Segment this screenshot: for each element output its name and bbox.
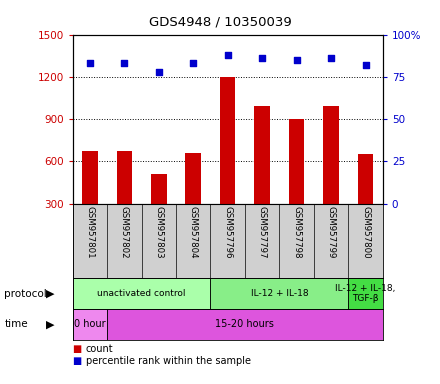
Text: ■: ■	[73, 344, 82, 354]
Bar	[117, 151, 132, 204]
Bar	[348, 278, 383, 309]
Text: GSM957797: GSM957797	[258, 206, 267, 258]
Text: count: count	[86, 344, 114, 354]
Text: percentile rank within the sample: percentile rank within the sample	[86, 356, 251, 366]
Point	[86, 60, 93, 66]
Bar	[151, 174, 166, 204]
Text: GSM957803: GSM957803	[154, 206, 163, 258]
Bar	[358, 154, 373, 204]
Text: GSM957800: GSM957800	[361, 206, 370, 258]
Text: GSM957802: GSM957802	[120, 206, 129, 258]
Text: GDS4948 / 10350039: GDS4948 / 10350039	[149, 15, 291, 28]
Text: ▶: ▶	[46, 319, 55, 329]
Text: GSM957801: GSM957801	[85, 206, 94, 258]
Text: GSM957799: GSM957799	[326, 206, 336, 258]
Text: IL-12 + IL-18,
TGF-β: IL-12 + IL-18, TGF-β	[335, 284, 396, 303]
Point	[224, 52, 231, 58]
Text: GSM957798: GSM957798	[292, 206, 301, 258]
Text: time: time	[4, 319, 28, 329]
Text: ▶: ▶	[46, 289, 55, 299]
Text: unactivated control: unactivated control	[97, 289, 186, 298]
Bar	[82, 151, 98, 204]
Bar	[107, 309, 383, 340]
Point	[362, 62, 369, 68]
Bar	[186, 153, 201, 204]
Point	[259, 55, 266, 61]
Point	[293, 57, 300, 63]
Bar	[323, 106, 339, 204]
Text: ■: ■	[73, 356, 82, 366]
Text: GSM957804: GSM957804	[189, 206, 198, 258]
Text: protocol: protocol	[4, 289, 47, 299]
Text: GSM957796: GSM957796	[223, 206, 232, 258]
Bar	[220, 77, 235, 204]
Text: 0 hour: 0 hour	[74, 319, 106, 329]
Point	[121, 60, 128, 66]
Bar	[289, 119, 304, 204]
Point	[327, 55, 335, 61]
Bar	[254, 106, 270, 204]
Point	[155, 69, 162, 75]
Bar	[73, 309, 107, 340]
Point	[190, 60, 197, 66]
Bar	[73, 278, 210, 309]
Text: IL-12 + IL-18: IL-12 + IL-18	[251, 289, 308, 298]
Text: 15-20 hours: 15-20 hours	[216, 319, 275, 329]
Bar	[210, 278, 348, 309]
